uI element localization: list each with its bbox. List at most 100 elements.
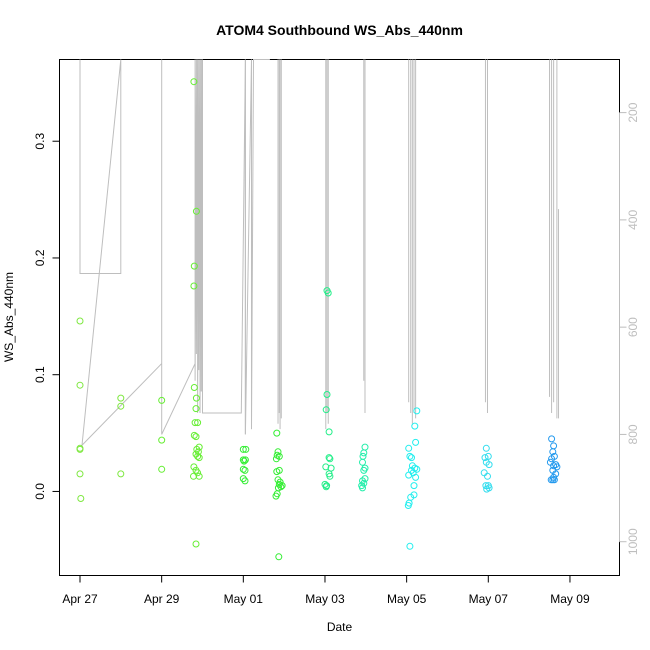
chart-title: ATOM4 Southbound WS_Abs_440nm [216, 22, 463, 38]
data-point [194, 419, 202, 427]
data-point [272, 492, 280, 500]
data-point [326, 472, 334, 480]
y-tick-label: 0.0 [33, 483, 47, 500]
data-point [239, 456, 247, 464]
data-point [325, 454, 333, 462]
y-tick-label: 0.2 [33, 249, 47, 266]
data-point [360, 466, 368, 474]
y-axis-label: WS_Abs_440nm [2, 272, 16, 362]
data-point [484, 452, 492, 460]
data-point [413, 465, 421, 473]
data-point [275, 553, 283, 561]
data-point [195, 472, 203, 480]
data-point [412, 438, 420, 446]
data-point [239, 465, 247, 473]
data-point [405, 471, 413, 479]
data-point [408, 462, 416, 470]
y-axis: 0.0 0.1 0.2 0.3 [33, 133, 60, 500]
altitude-trace [79, 59, 560, 447]
data-point [195, 454, 203, 462]
right-tick-label: 600 [626, 317, 640, 337]
data-point [359, 458, 366, 466]
right-tick-label: 800 [626, 424, 640, 444]
data-point [360, 479, 368, 487]
data-point [77, 495, 85, 502]
data-point [194, 452, 202, 460]
right-axis: 200 400 600 800 1000 [619, 102, 640, 555]
data-point [550, 462, 558, 470]
data-point [359, 484, 366, 492]
data-point [405, 444, 413, 452]
data-point [273, 468, 281, 476]
data-point [360, 449, 368, 457]
data-point [404, 502, 412, 509]
data-point [241, 466, 249, 474]
x-tick-label: May 03 [305, 592, 345, 606]
data-point [413, 407, 421, 415]
data-point [322, 463, 330, 471]
data-point [242, 445, 250, 453]
data-point [484, 472, 491, 480]
data-point [190, 78, 198, 86]
data-point [550, 476, 558, 484]
data-point [190, 463, 198, 471]
x-tick-label: May 09 [550, 592, 590, 606]
data-point [192, 405, 200, 413]
data-point [117, 470, 125, 478]
data-point [548, 435, 556, 443]
x-axis: Apr 27 Apr 29 May 01 May 03 May 05 May 07 May … [62, 575, 590, 606]
right-tick-label: 200 [626, 102, 640, 122]
data-point [190, 384, 198, 391]
data-point [192, 540, 200, 548]
data-point [241, 456, 249, 464]
data-point [406, 542, 414, 550]
data-point [323, 482, 331, 490]
x-tick-label: Apr 27 [62, 592, 98, 606]
data-point [76, 470, 84, 478]
data-point [76, 317, 84, 325]
data-point [361, 443, 369, 451]
right-tick-label: 400 [626, 210, 640, 230]
data-point [273, 429, 281, 437]
data-point [241, 477, 249, 485]
data-point [323, 391, 331, 398]
data-point [117, 402, 125, 410]
data-point [272, 455, 280, 463]
data-point [76, 444, 84, 452]
altitude-line [79, 59, 270, 447]
data-point [158, 465, 166, 473]
data-point [195, 443, 203, 451]
x-tick-label: May 05 [387, 592, 427, 606]
x-tick-label: Apr 29 [144, 592, 180, 606]
y-tick-label: 0.3 [33, 133, 47, 150]
data-point [278, 482, 286, 490]
data-point [76, 381, 84, 389]
data-point [480, 469, 488, 477]
data-point [410, 482, 418, 490]
data-point [158, 396, 166, 404]
data-point [548, 455, 556, 463]
y-tick-label: 0.1 [33, 366, 47, 383]
data-point [192, 394, 200, 402]
data-point [192, 433, 200, 441]
data-point [190, 262, 198, 270]
data-point [359, 452, 367, 460]
data-point [481, 454, 489, 462]
data-point [326, 455, 334, 463]
data-point [483, 485, 491, 493]
data-point [191, 419, 199, 427]
data-point [274, 448, 282, 456]
data-point [274, 476, 282, 484]
data-point [240, 457, 248, 465]
data-point [485, 461, 493, 469]
data-point [117, 394, 125, 402]
data-point [547, 476, 555, 484]
data-point [324, 289, 332, 297]
data-point [239, 445, 247, 453]
x-axis-label: Date [327, 620, 353, 634]
data-point [408, 454, 415, 462]
data-point [322, 406, 330, 414]
x-tick-label: May 01 [224, 592, 264, 606]
data-point [194, 469, 202, 477]
